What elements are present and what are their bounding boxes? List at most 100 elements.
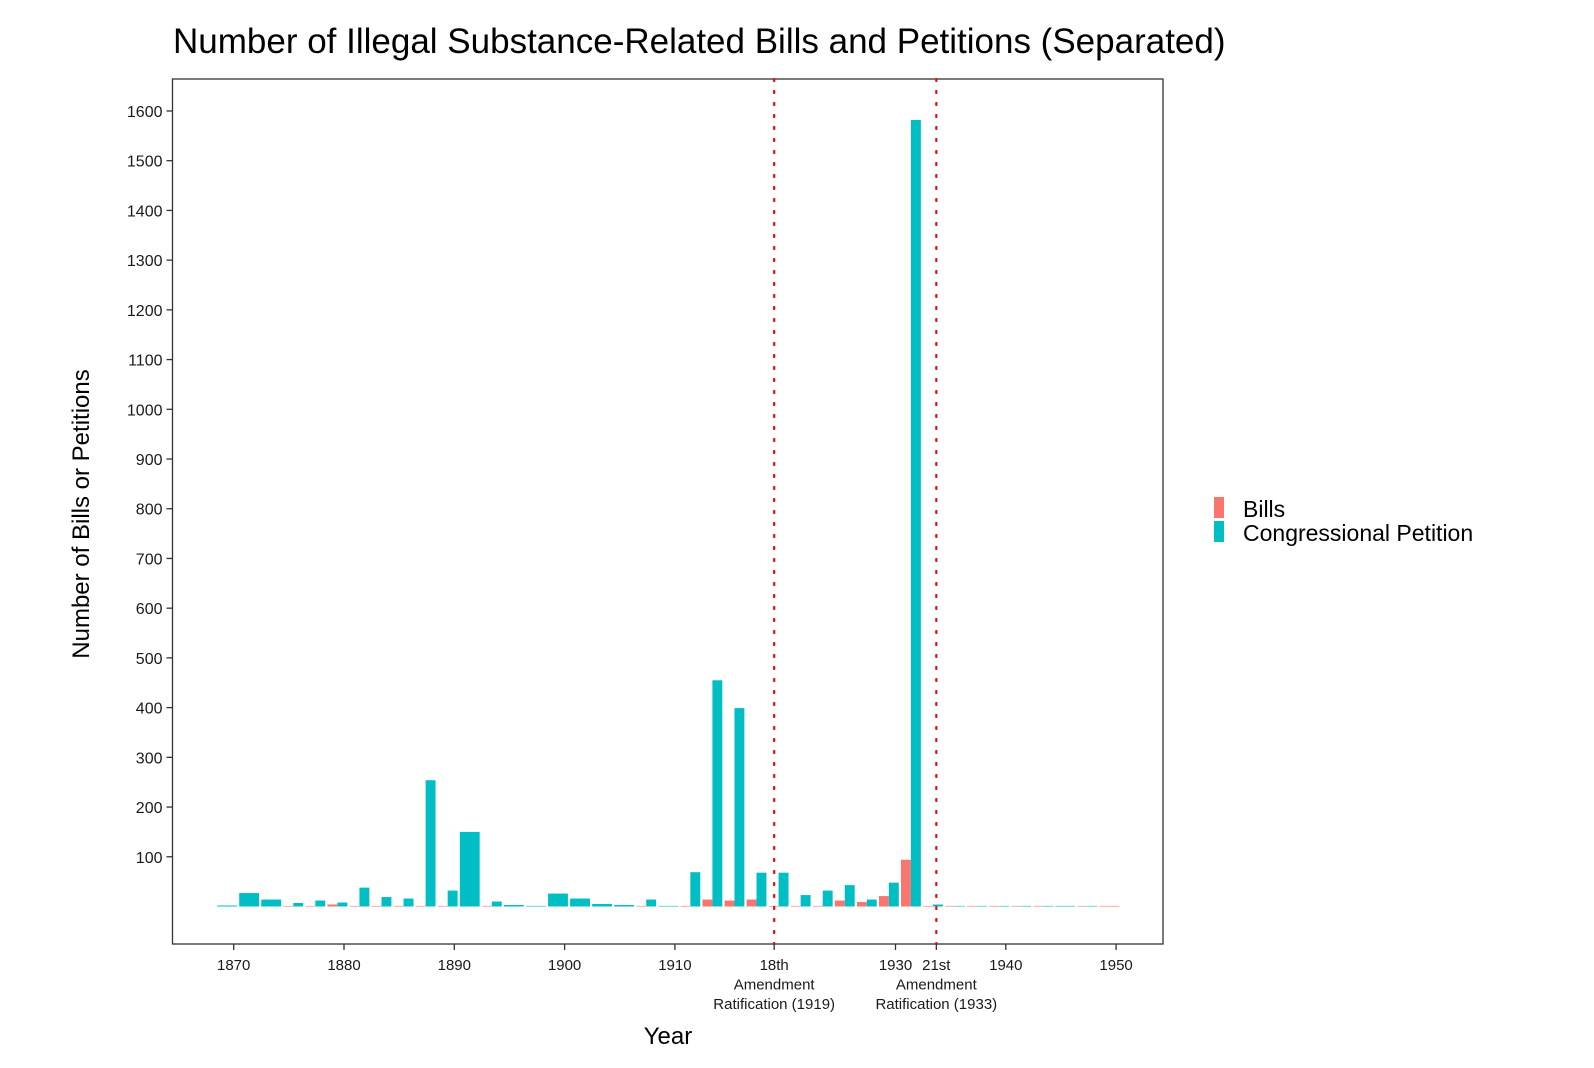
legend-key-bills: [1214, 497, 1224, 518]
bar-petitions-1903: [592, 904, 613, 907]
x-tick-label: 21st Amendment Ratification (1933): [875, 957, 997, 1013]
bar-bills-1941: [1011, 905, 1022, 907]
bar-bills-1923: [812, 905, 823, 907]
bar-bills-1927: [856, 902, 867, 907]
reference-lines: [773, 77, 938, 946]
y-tick-label: 100: [136, 850, 163, 867]
x-tick-label: 1940: [989, 957, 1022, 974]
x-tick-label: 18th Amendment Ratification (1919): [713, 957, 835, 1013]
bar-petitions-1893: [491, 901, 502, 907]
bar-petitions-1889: [447, 890, 458, 907]
bar-petitions-1879: [337, 902, 348, 907]
bar-petitions-1917: [756, 872, 767, 907]
y-tick-label: 500: [136, 651, 163, 668]
x-tick-label: 1900: [548, 957, 581, 974]
bar-petitions-1927: [866, 899, 877, 907]
bar-petitions-1901: [570, 898, 590, 907]
x-tick-label-line: Ratification (1933): [875, 996, 997, 1013]
bar-bills-1931: [901, 859, 911, 907]
bar-petitions-1891: [459, 831, 480, 907]
x-tick-label: 1950: [1099, 957, 1132, 974]
bar-bills-1937: [967, 905, 978, 907]
x-tick-label-line: Amendment: [896, 977, 978, 994]
bar-petitions-1871: [239, 893, 260, 907]
bar-petitions-1947: [1087, 905, 1098, 907]
y-tick-label: 600: [136, 601, 163, 618]
x-tick-label-line: 1900: [548, 957, 581, 974]
x-tick-label: 1930: [879, 957, 912, 974]
y-tick-label: 1400: [127, 203, 163, 220]
y-tick-label: 400: [136, 701, 163, 718]
bar-petitions-1937: [977, 905, 988, 907]
bar-bills-1889: [437, 905, 448, 907]
bar-bills-1929: [878, 896, 889, 907]
bar-petitions-1897: [525, 905, 546, 907]
bar-petitions-1941: [1021, 905, 1032, 907]
bar-bills-1879: [327, 904, 338, 907]
x-tick-label-line: 21st: [922, 957, 951, 974]
y-axis: 100 200 300 400 500 600 700 800 900 1000 1100 1200 1…: [127, 104, 173, 867]
bar-bills-1877: [305, 905, 316, 907]
bar-petitions-1899: [548, 893, 568, 907]
legend: Bills Congressional Petition: [1214, 496, 1473, 546]
y-tick-label: 1500: [127, 154, 163, 171]
y-tick-label: 800: [136, 502, 163, 519]
bar-bills-1925: [834, 900, 845, 907]
y-tick-label: 1200: [127, 303, 163, 320]
x-tick-label-line: Amendment: [734, 977, 816, 994]
bar-petitions-1919: [778, 872, 789, 907]
x-tick-label-line: 18th: [760, 957, 789, 974]
bar-bills-1949: [1099, 905, 1120, 907]
y-axis-title: Number of Bills or Petitions: [68, 369, 95, 658]
x-tick-label-line: 1870: [217, 957, 250, 974]
bar-petitions-1875: [293, 903, 304, 907]
bar-bills-1893: [481, 905, 492, 907]
bar-petitions-1895: [503, 905, 524, 907]
x-tick-label-line: Ratification (1919): [713, 996, 835, 1013]
y-tick-label: 1000: [127, 402, 163, 419]
x-tick-label: 1880: [327, 957, 360, 974]
x-axis-title: Year: [644, 1023, 693, 1050]
bar-petitions-1873: [261, 899, 282, 907]
bar-petitions-1925: [844, 885, 855, 907]
bar-petitions-1935: [955, 905, 965, 907]
bar-bills-1947: [1077, 905, 1088, 907]
y-tick-label: 1300: [127, 253, 163, 270]
x-tick-label-line: 1890: [438, 957, 471, 974]
bar-petitions-1909: [658, 905, 679, 907]
bar-petitions-1933: [933, 904, 943, 907]
x-tick-label-line: 1910: [658, 957, 691, 974]
chart-title: Number of Illegal Substance-Related Bill…: [173, 22, 1226, 61]
bar-bills-1943: [1033, 905, 1044, 907]
x-tick-label-line: 1930: [879, 957, 912, 974]
bar-petitions-1929: [888, 882, 899, 907]
bar-petitions-1907: [646, 899, 657, 907]
bar-bills-1875: [283, 905, 294, 907]
y-tick-label: 1100: [128, 353, 163, 370]
bar-petitions-1887: [425, 780, 436, 907]
y-tick-label: 200: [136, 800, 163, 817]
bar-bills-1911: [680, 905, 691, 907]
y-tick-label: 700: [136, 551, 163, 568]
bar-petitions-1923: [822, 890, 833, 907]
bar-petitions-1915: [734, 708, 745, 907]
bar-bills-1935: [945, 905, 956, 907]
bar-bills-1915: [724, 900, 735, 907]
legend-label-bills: Bills: [1243, 496, 1285, 522]
bar-bills-1939: [989, 905, 1000, 907]
plot-panel: [171, 78, 1164, 945]
bar-petitions-1877: [315, 900, 326, 907]
bar-bills-1907: [636, 905, 647, 907]
bar-petitions-1913: [712, 680, 723, 907]
x-tick-label: 1870: [217, 957, 250, 974]
y-tick-label: 900: [136, 452, 163, 469]
bar-petitions-1939: [999, 905, 1010, 907]
x-tick-label-line: 1880: [327, 957, 360, 974]
x-axis: 1870 1880 1890 1900 1910 18th Amendment Ratific…: [217, 944, 1133, 1013]
bar-petitions-1921: [800, 895, 811, 907]
bar-petitions-1911: [690, 872, 701, 907]
bar-bills-1933: [923, 905, 934, 907]
bar-bills-1883: [371, 905, 382, 907]
bar-petitions-1869: [217, 905, 238, 907]
